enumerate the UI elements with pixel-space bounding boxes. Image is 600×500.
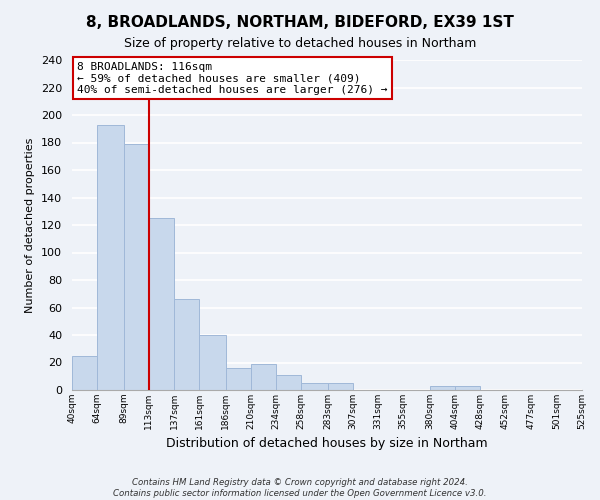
- Bar: [276, 375, 301, 390]
- Text: Contains HM Land Registry data © Crown copyright and database right 2024.
Contai: Contains HM Land Registry data © Crown c…: [113, 478, 487, 498]
- X-axis label: Distribution of detached houses by size in Northam: Distribution of detached houses by size …: [166, 438, 488, 450]
- Bar: [124, 144, 149, 390]
- Text: Size of property relative to detached houses in Northam: Size of property relative to detached ho…: [124, 38, 476, 51]
- Bar: [301, 383, 328, 390]
- Bar: [97, 124, 124, 390]
- Bar: [455, 386, 480, 390]
- Bar: [174, 299, 199, 390]
- Bar: [72, 356, 97, 390]
- Bar: [199, 335, 226, 390]
- Bar: [149, 218, 174, 390]
- Y-axis label: Number of detached properties: Number of detached properties: [25, 138, 35, 312]
- Bar: [430, 386, 455, 390]
- Bar: [226, 368, 251, 390]
- Text: 8, BROADLANDS, NORTHAM, BIDEFORD, EX39 1ST: 8, BROADLANDS, NORTHAM, BIDEFORD, EX39 1…: [86, 15, 514, 30]
- Bar: [328, 383, 353, 390]
- Bar: [251, 364, 276, 390]
- Text: 8 BROADLANDS: 116sqm
← 59% of detached houses are smaller (409)
40% of semi-deta: 8 BROADLANDS: 116sqm ← 59% of detached h…: [77, 62, 388, 95]
